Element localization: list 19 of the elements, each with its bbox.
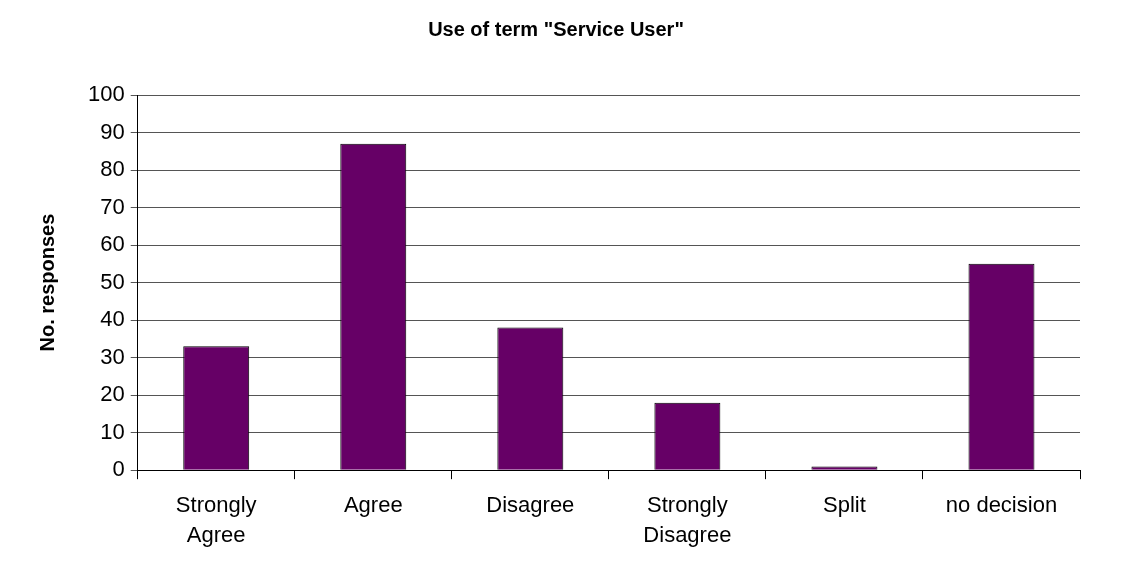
- y-tick-label: 10: [100, 418, 125, 444]
- y-axis-title: No. responses: [35, 213, 58, 352]
- y-tick-label: 50: [100, 268, 125, 294]
- y-tick-label: 0: [112, 456, 125, 482]
- x-tick-label: Split: [823, 492, 866, 518]
- y-tick-label: 70: [100, 193, 125, 219]
- y-tick-label: 40: [100, 306, 125, 332]
- y-tick-label: 100: [87, 81, 125, 107]
- chart-title: Use of term "Service User": [428, 17, 684, 40]
- x-tick-label: Strongly Disagree: [643, 492, 732, 548]
- x-tick-label: Disagree: [486, 492, 575, 518]
- y-tick-label: 30: [100, 343, 125, 369]
- y-tick-label: 80: [100, 156, 125, 182]
- y-tick-label: 60: [100, 231, 125, 257]
- y-tick-label: 90: [100, 118, 125, 144]
- x-tick-label: Strongly Agree: [175, 492, 257, 548]
- x-tick-label: Agree: [343, 492, 403, 518]
- x-tick-label: no decision: [945, 492, 1058, 518]
- y-tick-label: 20: [100, 381, 125, 407]
